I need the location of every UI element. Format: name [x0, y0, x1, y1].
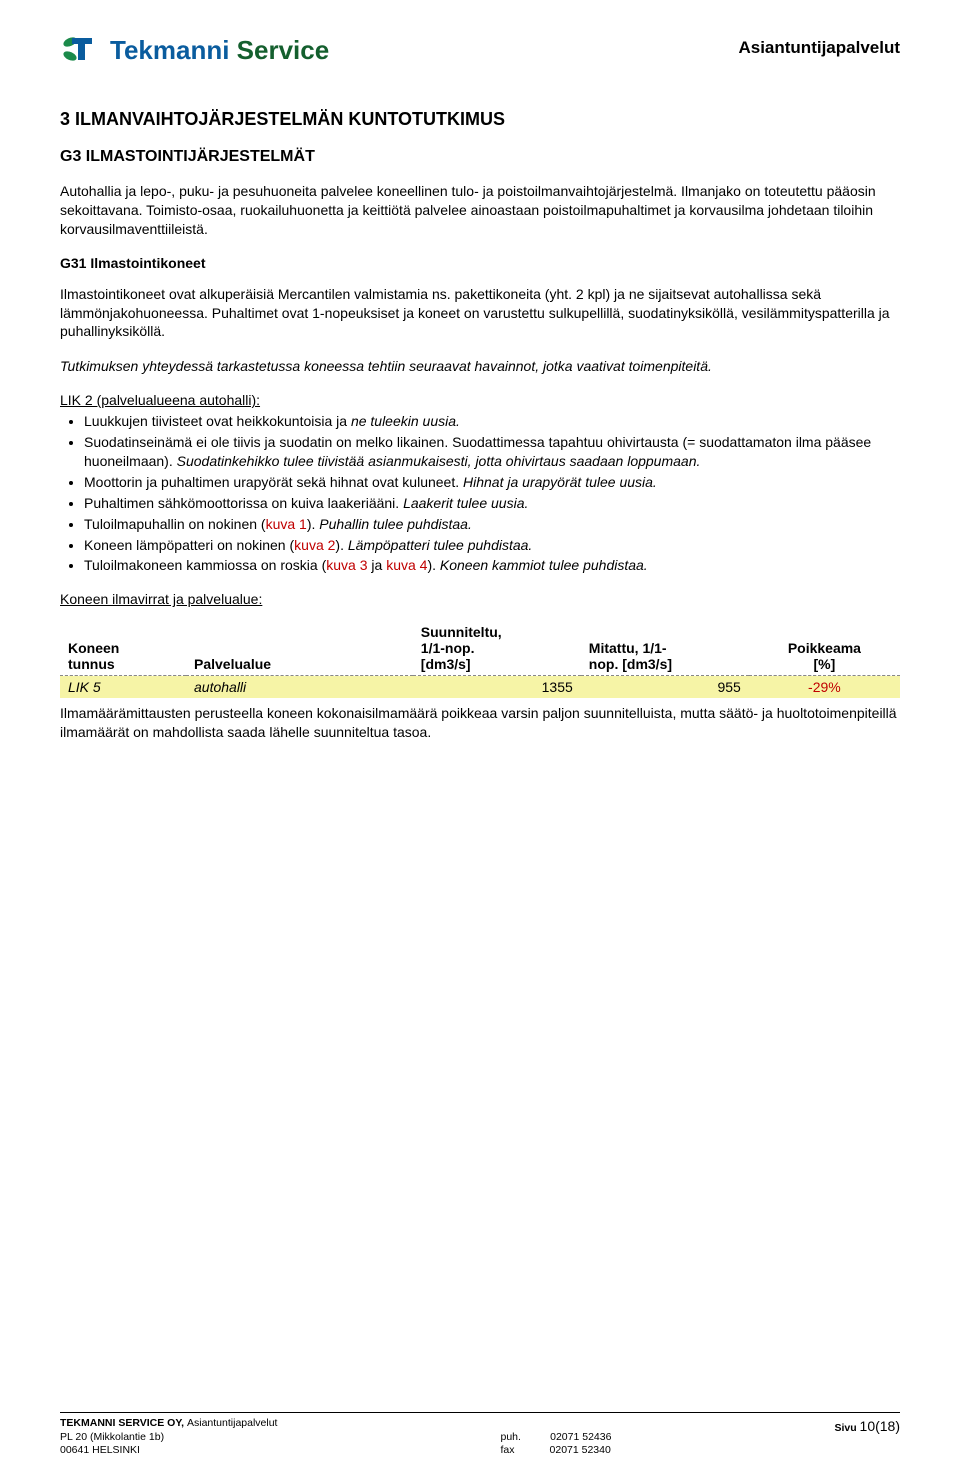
logo: Tekmanni Service: [60, 28, 329, 73]
closing-paragraph: Ilmamäärämittausten perusteella koneen k…: [60, 704, 900, 742]
list-header: LIK 2 (palvelualueena autohalli):: [60, 392, 900, 408]
table-heading: Koneen ilmavirrat ja palvelualue:: [60, 591, 900, 607]
footer-page: Sivu 10(18): [834, 1417, 900, 1458]
list-item: Tuloilmapuhallin on nokinen (kuva 1). Pu…: [84, 515, 900, 534]
intro-paragraph: Autohallia ja lepo-, puku- ja pesuhuonei…: [60, 182, 900, 239]
page-footer: TEKMANNI SERVICE OY, Asiantuntijapalvelu…: [60, 1412, 900, 1458]
h1: 3 ILMANVAIHTOJÄRJESTELMÄN KUNTOTUTKIMUS: [60, 109, 900, 130]
footer-mid: puh. 02071 52436 fax 02071 52340: [500, 1417, 611, 1458]
page-header: Tekmanni Service Asiantuntijapalvelut: [60, 28, 900, 73]
airflow-table: Koneen tunnus Palvelualue Suunniteltu, 1…: [60, 621, 900, 698]
col-poikkeama: Poikkeama [%]: [749, 621, 900, 676]
para-findings-intro: Tutkimuksen yhteydessä tarkastetussa kon…: [60, 357, 900, 376]
list-item: Moottorin ja puhaltimen urapyörät sekä h…: [84, 473, 900, 492]
findings-list: Luukkujen tiivisteet ovat heikkokuntoisi…: [84, 412, 900, 575]
logo-text: Tekmanni Service: [110, 35, 329, 66]
col-suunniteltu: Suunniteltu, 1/1-nop. [dm3/s]: [413, 621, 581, 676]
para-equipment: Ilmastointikoneet ovat alkuperäisiä Merc…: [60, 285, 900, 342]
cell-tunnus: LIK 5: [60, 676, 186, 699]
col-palvelualue: Palvelualue: [186, 621, 413, 676]
list-item: Tuloilmakoneen kammiossa on roskia (kuva…: [84, 556, 900, 575]
cell-mitattu: 955: [581, 676, 749, 699]
brand-secondary: Service: [237, 35, 330, 65]
h2: G3 ILMASTOINTIJÄRJESTELMÄT: [60, 148, 900, 166]
col-tunnus: Koneen tunnus: [60, 621, 186, 676]
logo-icon: [60, 28, 102, 73]
header-service-label: Asiantuntijapalvelut: [738, 38, 900, 58]
footer-left: TEKMANNI SERVICE OY, Asiantuntijapalvelu…: [60, 1417, 277, 1458]
cell-poikkeama: -29%: [749, 676, 900, 699]
col-mitattu: Mitattu, 1/1- nop. [dm3/s]: [581, 621, 749, 676]
list-item: Suodatinseinämä ei ole tiivis ja suodati…: [84, 433, 900, 471]
table-row: LIK 5 autohalli 1355 955 -29%: [60, 676, 900, 699]
cell-palvelualue: autohalli: [186, 676, 413, 699]
brand-primary: Tekmanni: [110, 35, 229, 65]
list-item: Puhaltimen sähkömoottorissa on kuiva laa…: [84, 494, 900, 513]
list-item: Luukkujen tiivisteet ovat heikkokuntoisi…: [84, 412, 900, 431]
list-item: Koneen lämpöpatteri on nokinen (kuva 2).…: [84, 536, 900, 555]
cell-suunniteltu: 1355: [413, 676, 581, 699]
h3: G31 Ilmastointikoneet: [60, 255, 900, 271]
